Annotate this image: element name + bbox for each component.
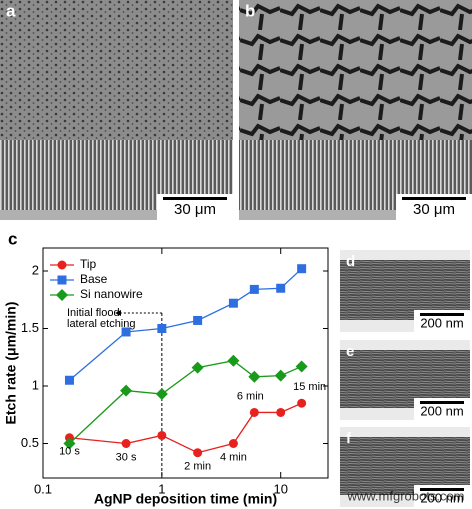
y-tick-label: 1.5 xyxy=(21,320,39,335)
series-line xyxy=(69,360,302,444)
y-axis-label: Etch rate (μm/min) xyxy=(3,302,19,425)
annotation: Initial flood xyxy=(67,307,120,319)
scale-label: 200 nm xyxy=(420,490,463,505)
marker xyxy=(120,384,133,397)
y-tick-label: 1 xyxy=(32,377,39,392)
marker xyxy=(249,284,259,294)
legend-label: Tip xyxy=(80,257,97,271)
marker xyxy=(191,361,204,374)
arrow-head xyxy=(115,310,121,316)
marker xyxy=(228,298,238,308)
x-tick-label: 10 xyxy=(273,481,287,496)
scale-bar xyxy=(163,197,227,200)
plot-frame xyxy=(42,247,329,479)
panel-label: b xyxy=(245,1,255,20)
marker xyxy=(228,439,238,448)
marker xyxy=(249,407,259,417)
marker xyxy=(64,375,74,385)
marker xyxy=(248,370,261,383)
x-tick-label: 1 xyxy=(158,481,165,496)
marker xyxy=(193,448,203,458)
marker xyxy=(276,407,286,417)
marker xyxy=(295,360,308,373)
legend-label: Si nanowire xyxy=(80,287,143,301)
sem-top xyxy=(239,0,472,160)
annotation: lateral etching xyxy=(67,318,136,330)
scale-bar xyxy=(420,313,464,316)
panel-label: a xyxy=(6,1,16,20)
legend-marker xyxy=(57,275,67,285)
point-label: 15 min xyxy=(293,381,326,393)
panel-label: f xyxy=(346,430,352,447)
marker xyxy=(297,264,307,274)
legend-label: Base xyxy=(80,272,108,286)
scale-label: 30 μm xyxy=(413,201,455,218)
legend-marker xyxy=(56,289,68,301)
marker xyxy=(63,437,76,450)
marker xyxy=(274,369,287,382)
point-label: 6 min xyxy=(237,390,264,402)
substrate xyxy=(0,210,233,220)
marker xyxy=(227,354,240,367)
x-tick-label: 0.1 xyxy=(34,481,52,496)
panel-label: d xyxy=(346,253,355,270)
scale-bar xyxy=(420,401,464,404)
y-tick-label: 0.5 xyxy=(21,435,39,450)
marker xyxy=(121,327,131,337)
point-label: 30 s xyxy=(116,451,137,463)
point-label: 10 s xyxy=(59,446,80,458)
marker xyxy=(297,398,307,408)
scale-label: 200 nm xyxy=(420,315,463,330)
scale-bar xyxy=(420,488,464,491)
watermark: www.mfgrobots.com xyxy=(346,488,464,503)
scale-bar xyxy=(402,197,466,200)
panel-label: e xyxy=(346,343,354,360)
point-label: 4 min xyxy=(220,451,247,463)
legend-marker xyxy=(57,260,67,270)
marker xyxy=(121,439,131,448)
marker xyxy=(155,388,168,401)
marker xyxy=(193,315,203,325)
scale-label: 30 μm xyxy=(174,201,216,218)
marker xyxy=(157,430,167,440)
point-label: 2 min xyxy=(184,461,211,473)
substrate xyxy=(239,210,472,220)
marker xyxy=(157,324,167,333)
y-tick-label: 2 xyxy=(32,262,39,277)
marker xyxy=(276,283,286,293)
sem-top xyxy=(0,0,233,160)
panel-label: c xyxy=(8,229,17,248)
x-axis-label: AgNP deposition time (min) xyxy=(94,491,277,507)
scale-label: 200 nm xyxy=(420,403,463,418)
